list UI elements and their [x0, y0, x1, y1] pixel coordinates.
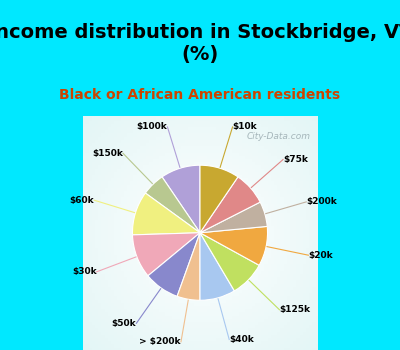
Wedge shape	[132, 193, 200, 235]
Wedge shape	[177, 233, 200, 300]
Text: City-Data.com: City-Data.com	[246, 132, 310, 141]
Text: $100k: $100k	[137, 122, 168, 132]
Text: $150k: $150k	[92, 149, 123, 158]
Wedge shape	[200, 226, 268, 265]
Wedge shape	[162, 165, 200, 233]
Wedge shape	[145, 177, 200, 233]
Text: Black or African American residents: Black or African American residents	[60, 88, 340, 102]
Wedge shape	[200, 233, 259, 291]
Text: $60k: $60k	[70, 196, 94, 205]
Wedge shape	[200, 233, 234, 300]
Wedge shape	[200, 165, 238, 233]
Text: $50k: $50k	[112, 319, 136, 328]
Wedge shape	[148, 233, 200, 296]
Text: $125k: $125k	[280, 305, 310, 314]
Text: $30k: $30k	[72, 267, 96, 276]
Text: $10k: $10k	[232, 122, 257, 132]
Wedge shape	[132, 233, 200, 276]
Text: $200k: $200k	[306, 197, 337, 206]
Text: $20k: $20k	[308, 251, 333, 260]
Text: $75k: $75k	[283, 155, 308, 164]
Wedge shape	[200, 202, 267, 233]
Text: $40k: $40k	[229, 335, 254, 344]
Text: Income distribution in Stockbridge, VT
(%): Income distribution in Stockbridge, VT (…	[0, 23, 400, 64]
Text: > $200k: > $200k	[140, 337, 181, 346]
Wedge shape	[200, 177, 260, 233]
